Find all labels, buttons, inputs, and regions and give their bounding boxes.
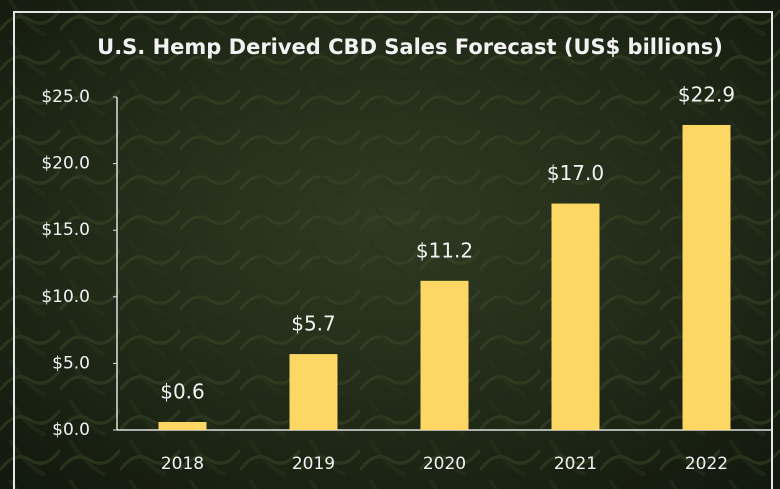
value-label: $11.2	[416, 238, 473, 262]
y-tick-label: $25.0	[41, 87, 90, 107]
x-tick-label: 2019	[292, 454, 335, 474]
bar	[158, 422, 207, 430]
x-tick-label: 2021	[554, 454, 597, 474]
y-tick-label: $0.0	[52, 420, 90, 440]
x-tick-label: 2020	[423, 454, 466, 474]
value-label: $5.7	[291, 312, 336, 336]
y-tick-label: $10.0	[41, 287, 90, 307]
value-label: $22.9	[678, 82, 735, 106]
bar	[420, 280, 469, 430]
bar	[289, 354, 338, 430]
y-tick-label: $5.0	[52, 353, 90, 373]
y-tick-label: $15.0	[41, 220, 90, 240]
value-label: $0.6	[160, 380, 205, 404]
x-tick-label: 2018	[161, 454, 204, 474]
chart-title: U.S. Hemp Derived CBD Sales Forecast (US…	[97, 35, 723, 59]
bar	[682, 124, 731, 431]
frame	[13, 11, 773, 489]
bar	[551, 203, 600, 430]
x-tick-label: 2022	[685, 454, 728, 474]
value-label: $17.0	[547, 161, 604, 185]
y-tick-label: $20.0	[41, 154, 90, 174]
